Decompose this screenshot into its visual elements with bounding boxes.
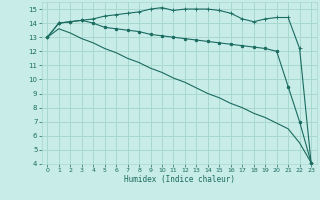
X-axis label: Humidex (Indice chaleur): Humidex (Indice chaleur) [124,175,235,184]
